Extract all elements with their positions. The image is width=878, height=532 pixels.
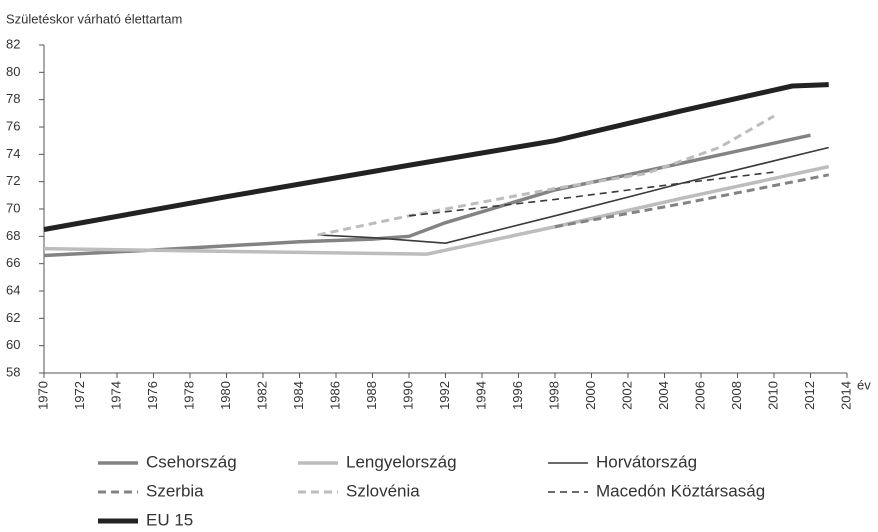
y-tick-label: 58 <box>6 364 20 379</box>
x-tick-label: 1992 <box>437 381 452 410</box>
x-axis-label: év <box>857 377 871 392</box>
y-tick-label: 82 <box>6 36 20 51</box>
x-tick-label: 2008 <box>729 381 744 410</box>
series-line <box>317 146 829 244</box>
y-axis-label: Születéskor várható élettartam <box>6 11 182 26</box>
x-tick-label: 2012 <box>802 381 817 410</box>
y-tick-label: 74 <box>6 146 20 161</box>
y-tick-label: 64 <box>6 282 20 297</box>
x-tick-label: 1980 <box>218 381 233 410</box>
x-tick-label: 1994 <box>473 381 488 410</box>
x-tick-label: 2014 <box>838 381 853 410</box>
legend-label: Horvátország <box>596 452 697 471</box>
series-line <box>43 164 830 256</box>
y-tick-label: 76 <box>6 118 20 133</box>
x-tick-label: 1970 <box>35 381 50 410</box>
x-tick-label: 2010 <box>765 381 780 410</box>
x-tick-label: 1986 <box>327 381 342 410</box>
x-tick-label: 1996 <box>510 381 525 410</box>
x-tick-label: 1974 <box>108 381 123 410</box>
x-tick-label: 1976 <box>145 381 160 410</box>
x-tick-label: 1990 <box>400 381 415 410</box>
legend-label: Szlovénia <box>346 481 420 500</box>
x-tick-label: 1988 <box>364 381 379 410</box>
x-tick-label: 1984 <box>291 381 306 410</box>
x-tick-label: 2000 <box>583 381 598 410</box>
legend-label: Lengyelország <box>346 452 457 471</box>
x-tick-label: 1972 <box>72 381 87 410</box>
series-line <box>43 82 829 232</box>
legend-label: Macedón Köztársaság <box>596 481 765 500</box>
x-tick-label: 2006 <box>692 381 707 410</box>
legend-label: Csehország <box>146 452 237 471</box>
y-tick-label: 72 <box>6 173 20 188</box>
y-tick-label: 66 <box>6 255 20 270</box>
legend-label: Szerbia <box>146 481 204 500</box>
y-tick-label: 62 <box>6 310 20 325</box>
legend-label: EU 15 <box>146 510 193 529</box>
x-tick-label: 2004 <box>656 381 671 410</box>
y-tick-label: 68 <box>6 228 20 243</box>
x-tick-label: 1998 <box>546 381 561 410</box>
y-tick-label: 70 <box>6 200 20 215</box>
series-line <box>554 173 830 229</box>
x-tick-label: 1978 <box>181 381 196 410</box>
y-tick-label: 80 <box>6 64 20 79</box>
series-line <box>408 171 775 217</box>
x-tick-label: 2002 <box>619 381 634 410</box>
y-tick-label: 78 <box>6 91 20 106</box>
series-line <box>317 114 775 237</box>
x-tick-label: 1982 <box>254 381 269 410</box>
y-tick-label: 60 <box>6 337 20 352</box>
